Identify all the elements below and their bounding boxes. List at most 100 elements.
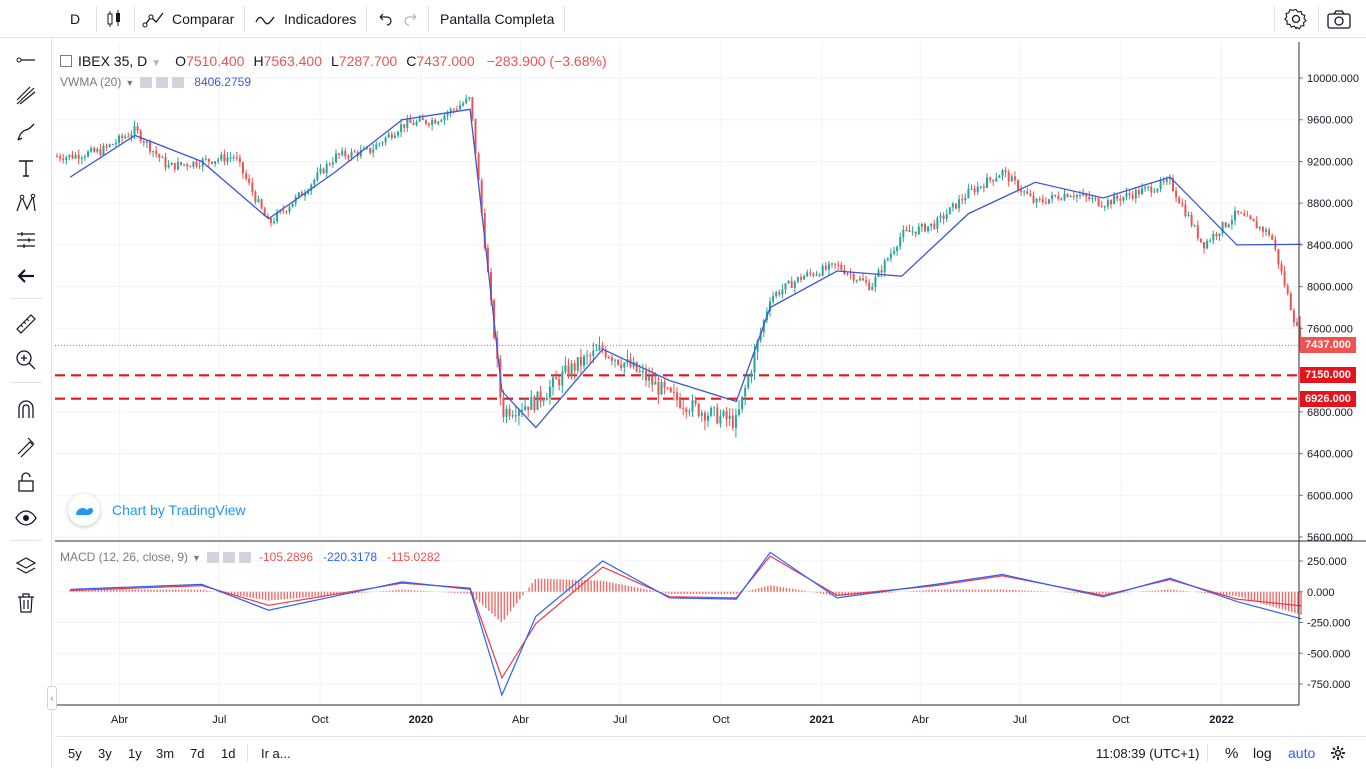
prediction-icon[interactable] <box>12 226 40 254</box>
price-candle <box>629 352 632 369</box>
price-candle <box>452 107 455 114</box>
range-3m[interactable]: 3m <box>156 745 175 761</box>
camera-icon[interactable] <box>1326 0 1352 38</box>
range-5y[interactable]: 5y <box>68 745 82 761</box>
pitchfork-icon[interactable] <box>12 82 40 110</box>
price-candle <box>412 119 415 126</box>
tradingview-watermark[interactable]: Chart by TradingView <box>68 494 246 526</box>
back-arrow-icon[interactable] <box>12 262 40 290</box>
macd-value: -220.3178 <box>323 550 378 564</box>
candles-icon[interactable] <box>104 0 124 38</box>
price-candle <box>719 409 722 428</box>
price-candle <box>1063 188 1066 202</box>
macd-dropdown-icon[interactable]: ▼ <box>192 553 201 563</box>
unlock-icon[interactable] <box>12 468 40 496</box>
pattern-icon[interactable] <box>12 190 40 218</box>
ruler-icon[interactable] <box>12 310 40 338</box>
price-candle <box>508 404 511 421</box>
price-candle <box>1162 176 1165 186</box>
macd-settings-icon[interactable] <box>222 552 235 563</box>
price-candle <box>793 280 796 294</box>
price-candle <box>232 154 235 162</box>
price-candle <box>341 147 344 157</box>
brush-icon[interactable] <box>12 118 40 146</box>
range-1d[interactable]: 1d <box>221 745 236 761</box>
chart-settings-gear-icon[interactable] <box>1330 737 1346 769</box>
trash-icon[interactable] <box>12 589 40 617</box>
price-candle <box>840 261 843 272</box>
price-candle <box>731 408 734 431</box>
price-candle <box>1072 191 1075 201</box>
price-candle <box>902 225 905 243</box>
open-key: O <box>175 53 187 69</box>
price-candle <box>384 136 387 146</box>
collapse-toolbar-handle[interactable]: ‹ <box>47 686 57 710</box>
symbol-dropdown-icon[interactable]: ▼ <box>151 58 162 69</box>
level-label-2: 6926.000 <box>1300 391 1356 407</box>
vwma-dropdown-icon[interactable]: ▼ <box>125 78 135 88</box>
magnet-icon[interactable] <box>12 396 40 424</box>
vwma-settings-icon[interactable] <box>156 77 169 88</box>
vwma-series-line <box>69 108 1302 429</box>
layers-icon[interactable] <box>12 553 40 581</box>
price-candle <box>1255 216 1258 229</box>
change-value: −283.900 (−3.68%) <box>486 53 607 69</box>
price-candle <box>982 183 985 193</box>
price-candle <box>1044 197 1047 205</box>
indicators-button[interactable]: Indicadores <box>254 0 356 38</box>
price-candle <box>911 226 914 236</box>
log-toggle[interactable]: log <box>1253 745 1272 761</box>
price-candle <box>536 391 539 411</box>
price-candle <box>576 356 579 374</box>
price-candle <box>96 147 99 154</box>
watermark-text: Chart by TradingView <box>112 502 246 518</box>
vwma-visibility-icon[interactable] <box>140 77 153 88</box>
trend-line-icon[interactable] <box>12 46 40 74</box>
price-candle <box>1116 193 1119 203</box>
fullscreen-button[interactable]: Pantalla Completa <box>440 0 554 38</box>
text-tool-icon[interactable] <box>12 154 40 182</box>
goto-date-button[interactable]: Ir a... <box>261 745 291 761</box>
settings-gear-icon[interactable] <box>1284 0 1308 38</box>
range-1y[interactable]: 1y <box>128 745 142 761</box>
price-candle <box>229 151 232 163</box>
clock-timezone[interactable]: 11:08:39 (UTC+1) <box>1096 745 1200 761</box>
price-candle <box>189 165 192 168</box>
price-candle <box>868 278 871 291</box>
macd-remove-icon[interactable] <box>238 552 251 563</box>
price-candle <box>1119 194 1122 206</box>
collapse-icon[interactable] <box>60 55 72 67</box>
price-candle <box>446 110 449 121</box>
price-candle <box>1209 238 1212 243</box>
macd-visibility-icon[interactable] <box>206 552 219 563</box>
price-candle <box>1141 183 1143 195</box>
price-candle <box>917 223 920 236</box>
redo-icon[interactable] <box>402 0 422 38</box>
price-candle <box>1082 188 1085 197</box>
lock-pencil-icon[interactable] <box>12 432 40 460</box>
time-axis-label: Jul <box>1013 714 1027 726</box>
range-7d[interactable]: 7d <box>190 745 205 761</box>
vwma-remove-icon[interactable] <box>172 77 185 88</box>
price-candle <box>858 275 861 282</box>
percent-toggle[interactable]: % <box>1225 744 1239 762</box>
price-candle <box>428 122 430 128</box>
interval-button[interactable]: D <box>70 0 80 38</box>
auto-toggle[interactable]: auto <box>1288 745 1316 761</box>
price-candle <box>772 291 775 305</box>
eye-icon[interactable] <box>12 504 40 532</box>
price-candle <box>865 275 868 286</box>
price-candle <box>806 269 809 278</box>
compare-button[interactable]: Comparar <box>142 0 234 38</box>
price-candle <box>1258 226 1261 232</box>
price-candle <box>989 176 992 184</box>
zoom-in-icon[interactable] <box>12 346 40 374</box>
range-3y[interactable]: 3y <box>98 745 112 761</box>
undo-icon[interactable] <box>374 0 394 38</box>
price-candle <box>1196 220 1199 241</box>
price-candle <box>1035 197 1038 208</box>
close-key: C <box>406 53 417 69</box>
price-candle <box>1137 187 1140 198</box>
price-candle <box>1227 223 1230 228</box>
